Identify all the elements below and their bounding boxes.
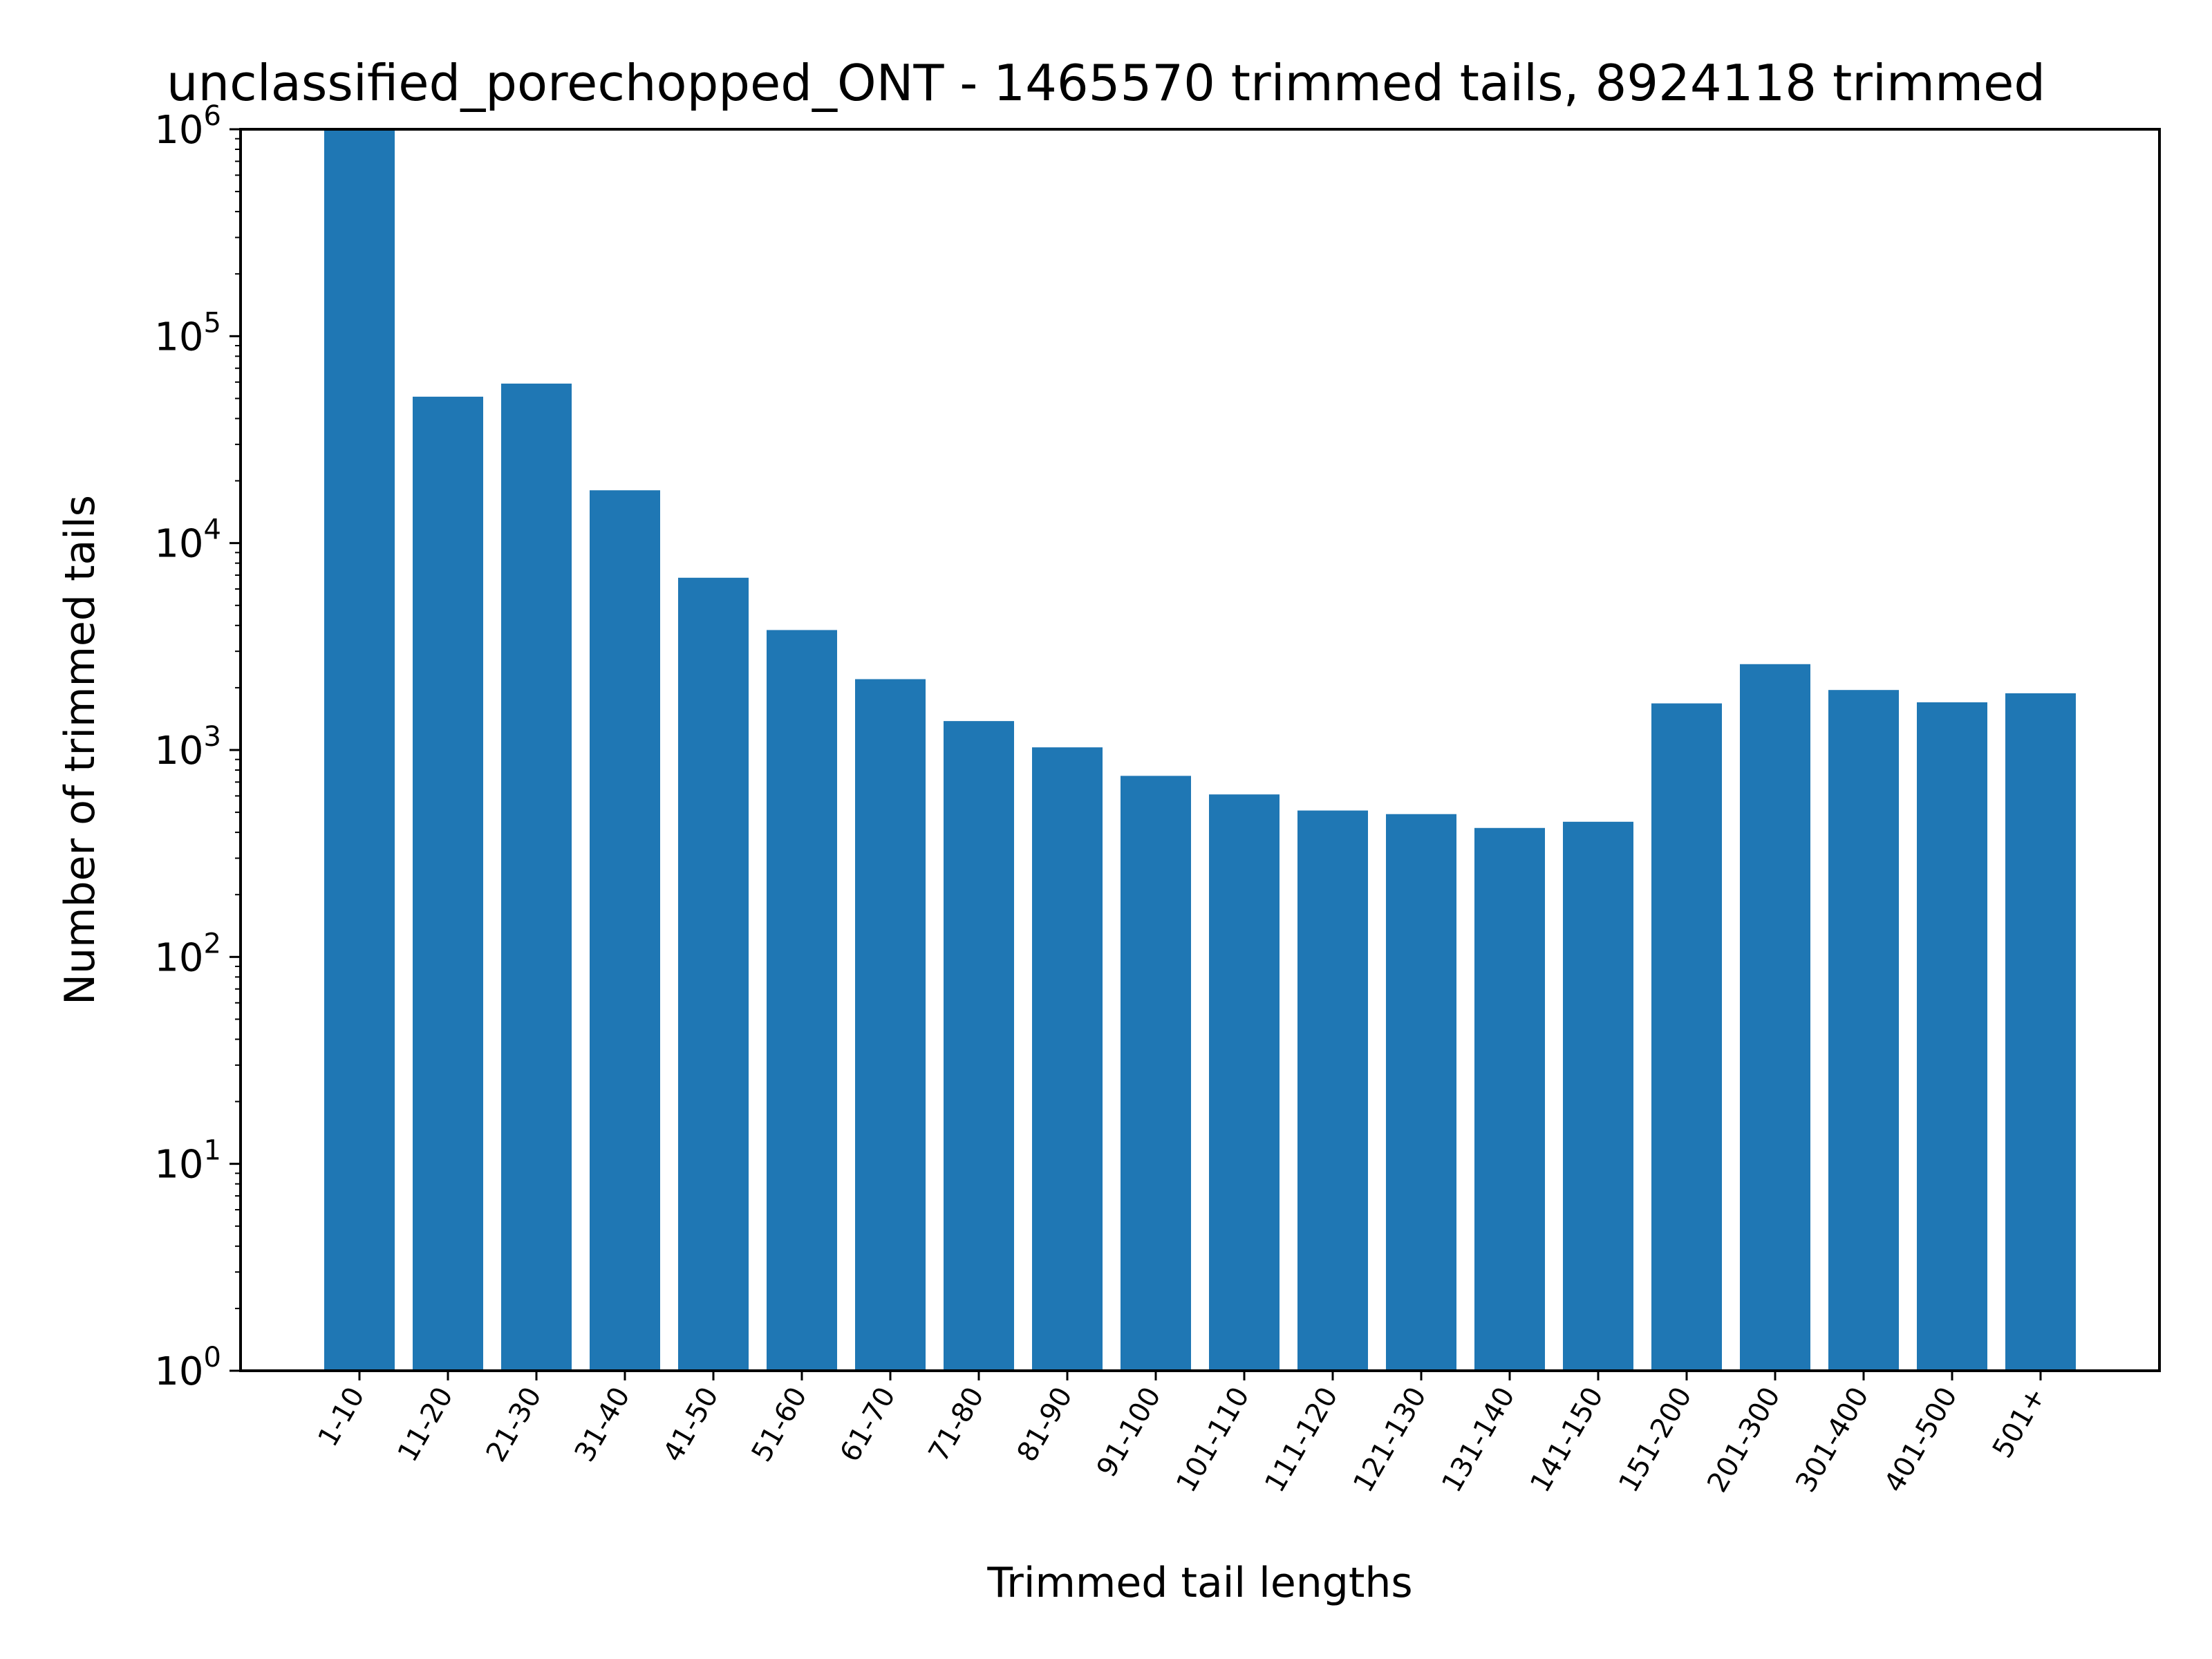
x-tick-label: 121-130 xyxy=(1347,1382,1432,1498)
bar-111-120 xyxy=(1297,810,1368,1371)
bar-21-30 xyxy=(501,383,572,1371)
bar-501+ xyxy=(2005,693,2076,1371)
x-tick-label: 101-110 xyxy=(1170,1382,1255,1498)
x-tick-label: 81-90 xyxy=(1011,1382,1079,1468)
bar-101-110 xyxy=(1209,794,1280,1371)
chart-title: unclassified_porechopped_ONT - 1465570 t… xyxy=(167,54,2045,112)
y-axis-label: Number of trimmed tails xyxy=(56,495,104,1005)
bar-41-50 xyxy=(678,577,749,1371)
bar-131-140 xyxy=(1474,827,1545,1371)
x-tick-label: 21-30 xyxy=(480,1382,548,1468)
x-tick-label: 401-500 xyxy=(1878,1382,1963,1498)
x-tick-label: 41-50 xyxy=(657,1382,725,1468)
x-tick-label: 301-400 xyxy=(1790,1382,1875,1498)
x-tick-label: 31-40 xyxy=(569,1382,637,1468)
bars xyxy=(324,129,2076,1371)
x-tick-label: 151-200 xyxy=(1613,1382,1698,1498)
x-tick-label: 111-120 xyxy=(1259,1382,1344,1498)
bar-51-60 xyxy=(767,630,837,1371)
x-tick-label: 61-70 xyxy=(834,1382,902,1468)
plot-frame xyxy=(239,128,2161,1372)
bar-91-100 xyxy=(1121,776,1191,1371)
bar-71-80 xyxy=(944,721,1014,1371)
x-tick-label: 501+ xyxy=(1987,1382,2052,1463)
y-tick-label: 103 xyxy=(154,721,221,774)
bar-31-40 xyxy=(590,490,660,1371)
bar-151-200 xyxy=(1651,703,1722,1371)
y-tick-label: 101 xyxy=(154,1135,221,1188)
x-tick-label: 11-20 xyxy=(392,1382,460,1468)
bar-1-10 xyxy=(324,129,395,1371)
bar-401-500 xyxy=(1917,702,1987,1371)
x-tick-label: 141-150 xyxy=(1524,1382,1609,1498)
x-tick-label: 201-300 xyxy=(1701,1382,1786,1498)
y-tick-label: 106 xyxy=(154,100,221,153)
y-tick-label: 105 xyxy=(154,307,221,359)
y-tick-label: 100 xyxy=(154,1342,221,1394)
y-tick-label: 102 xyxy=(154,928,221,980)
x-tick-label: 51-60 xyxy=(746,1382,814,1468)
bar-301-400 xyxy=(1828,690,1899,1371)
x-tick-label: 1-10 xyxy=(312,1382,371,1452)
bar-61-70 xyxy=(855,679,926,1371)
x-tick-label: 131-140 xyxy=(1436,1382,1521,1498)
y-tick-label: 104 xyxy=(154,514,221,567)
x-axis-label: Trimmed tail lengths xyxy=(986,1559,1412,1607)
bar-201-300 xyxy=(1740,664,1810,1371)
bar-81-90 xyxy=(1032,747,1103,1371)
bar-141-150 xyxy=(1563,821,1633,1371)
bar-121-130 xyxy=(1386,814,1456,1371)
x-tick-label: 71-80 xyxy=(923,1382,991,1468)
x-tick-label: 91-100 xyxy=(1091,1382,1168,1483)
bar-11-20 xyxy=(413,396,483,1371)
